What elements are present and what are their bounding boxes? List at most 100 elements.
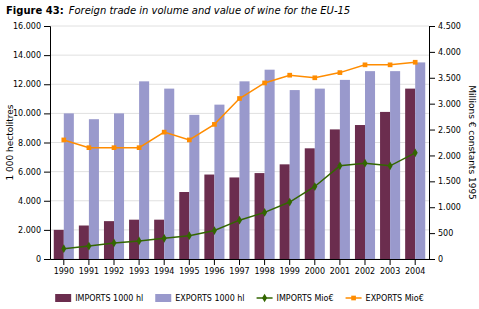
tick: 1.500 [429,177,461,186]
tick: 10.000 [13,109,50,118]
tick: 2002 [355,259,375,276]
tick-mark [44,230,50,231]
tick: 2004 [405,259,425,276]
grid-line [50,55,429,56]
marker [212,226,217,235]
marker [363,62,368,67]
tick-mark [264,259,265,265]
bar [54,230,64,259]
tick-label: 8.000 [18,139,41,148]
tick-label: 1998 [254,267,274,276]
marker [362,159,367,168]
tick-label: 2.500 [438,126,461,135]
legend-marker [262,294,267,303]
tick: 1995 [179,259,199,276]
marker [312,75,317,80]
tick-mark [63,259,64,265]
bar [405,89,415,259]
marker [287,198,292,207]
bar [229,177,239,259]
grid [50,26,429,259]
marker [212,122,217,127]
tick-mark [44,26,50,27]
marker [413,60,418,65]
marker [137,237,142,246]
tick-label: 2000 [305,267,325,276]
marker [111,239,116,248]
tick-mark [44,143,50,144]
tick-label: 1.000 [438,203,461,212]
marker [287,73,292,78]
marker [61,138,66,143]
x-axis: 1990199119921993199419951996199719981999… [51,259,430,276]
bar-series [64,62,425,259]
bar [355,125,365,259]
marker [237,216,242,225]
tick-mark [429,104,435,105]
tick-mark [429,130,435,131]
tick-label: 2.000 [438,152,461,161]
tick-mark [429,181,435,182]
tick: 2.000 [18,226,50,235]
legend-item: EXPORTS 1000 hl [155,294,244,303]
tick-mark [239,259,240,265]
y-axis: 02.0004.0006.0008.00010.00012.00014.0001… [13,22,51,264]
tick-label: 1990 [54,267,74,276]
tick-mark [164,259,165,265]
bar [79,226,89,259]
tick: 1990 [54,259,74,276]
legend: IMPORTS 1000 hlEXPORTS 1000 hlIMPORTS Mi… [55,294,424,303]
tick-label: 2002 [355,267,375,276]
axis-line [44,27,51,260]
bar [365,71,375,259]
tick-label: 14.000 [13,51,41,60]
marker [338,70,343,75]
marker [262,81,267,86]
y-axis-title: 1 000 hectolitres [5,104,15,180]
tick-label: 500 [438,229,453,238]
legend-swatch [55,294,71,302]
y2-axis: 05001.0001.5002.0002.5003.0003.5004.0004… [429,22,461,264]
tick-label: 16.000 [13,22,41,31]
tick-mark [429,207,435,208]
legend-item: EXPORTS Mio€ [346,294,424,303]
tick: 4.000 [18,197,50,206]
title-main: Foreign trade in volume and value of win… [69,5,351,16]
axis-line [430,27,436,260]
tick: 2000 [305,259,325,276]
tick-label: 0 [36,255,41,264]
tick-mark [289,259,290,265]
tick: 0 [36,255,50,264]
legend-label: IMPORTS Mio€ [277,294,334,303]
tick: 1996 [204,259,224,276]
tick: 4.000 [429,48,461,57]
tick-label: 1996 [204,267,224,276]
tick-mark [314,259,315,265]
marker [388,161,393,170]
tick: 1994 [154,259,174,276]
marker [87,145,92,150]
tick: 2.000 [429,152,461,161]
tick-mark [44,113,50,114]
bar [214,105,224,259]
bar [255,173,265,259]
tick: 1999 [280,259,300,276]
tick-mark [364,259,365,265]
tick-label: 12.000 [13,80,41,89]
tick-mark [44,84,50,85]
bar [204,175,214,259]
tick: 14.000 [13,51,50,60]
tick: 500 [429,229,453,238]
tick: 2003 [380,259,400,276]
bar [415,62,425,259]
tick-label: 4.000 [18,197,41,206]
marker [388,62,393,67]
tick: 2.500 [429,126,461,135]
bar [89,119,99,259]
tick-mark [214,259,215,265]
marker [187,231,192,240]
tick-label: 1997 [229,267,249,276]
tick-mark [429,233,435,234]
marker [112,145,117,150]
tick-mark [339,259,340,265]
